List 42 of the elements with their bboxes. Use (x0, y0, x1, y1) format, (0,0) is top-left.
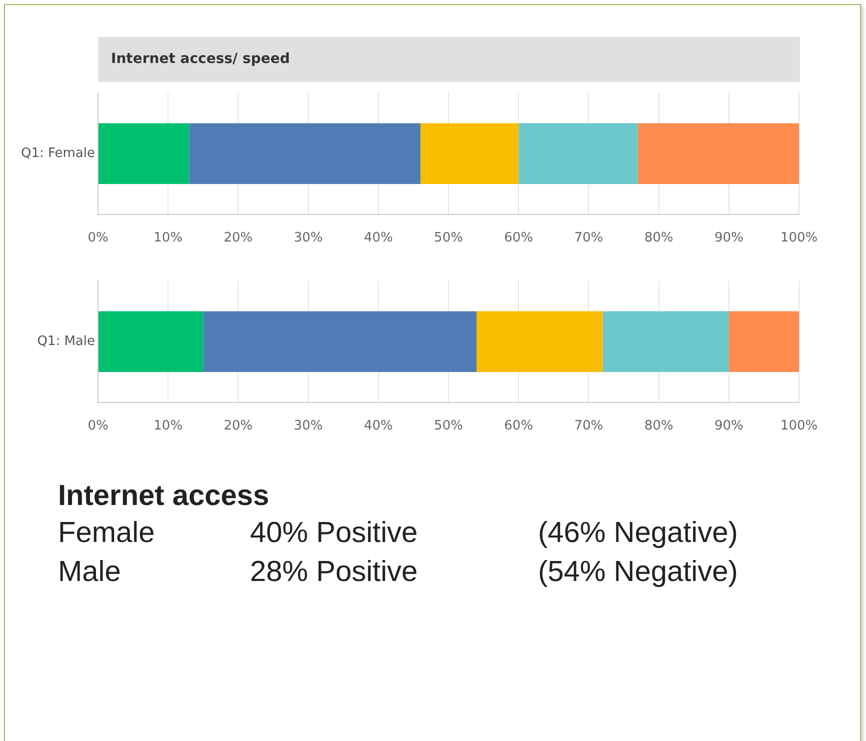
x-tick-label: 0% (88, 418, 108, 434)
x-tick-label: 40% (364, 230, 393, 246)
x-tick-label: 20% (224, 418, 253, 434)
bar (518, 123, 638, 184)
text: Male (58, 556, 122, 589)
bar (203, 311, 477, 372)
x-tick-label: 90% (714, 230, 744, 246)
bar (98, 123, 190, 184)
x-tick-label: 30% (294, 230, 323, 246)
x-tick-label: 40% (364, 418, 393, 434)
x-tick-label: 100% (780, 230, 818, 246)
x-tick-label: 60% (504, 418, 534, 434)
x-tick-label: 50% (434, 418, 463, 434)
x-tick-label: 100% (780, 418, 818, 434)
text: (54% Negative) (538, 556, 738, 589)
x-tick-label: 80% (644, 230, 674, 246)
bar (420, 123, 519, 184)
bar (728, 311, 799, 372)
x-tick-label: 50% (434, 230, 463, 246)
bar (638, 123, 799, 184)
bar (476, 311, 603, 372)
bar (602, 311, 729, 372)
text: 28% Positive (250, 556, 419, 589)
bar (98, 311, 204, 372)
text: Female (58, 517, 156, 550)
x-tick-label: 70% (574, 418, 604, 434)
y-tick-label: Q1: Female (20, 146, 95, 161)
y-tick-label: Q1: Male (37, 334, 95, 349)
x-tick-label: 80% (644, 418, 674, 434)
x-tick-label: 20% (224, 230, 253, 246)
x-tick-label: 10% (154, 418, 183, 434)
x-tick-label: 60% (504, 230, 534, 246)
bar (189, 123, 420, 184)
x-tick-label: 90% (714, 418, 744, 434)
text: 40% Positive (250, 517, 419, 550)
x-tick-label: 10% (154, 230, 183, 246)
chart-title: Internet access/ speed (98, 37, 800, 82)
text: Internet access (58, 480, 270, 513)
x-tick-label: 30% (294, 418, 323, 434)
text: (46% Negative) (538, 517, 738, 550)
x-tick-label: 70% (574, 230, 604, 246)
x-tick-label: 0% (88, 230, 108, 246)
